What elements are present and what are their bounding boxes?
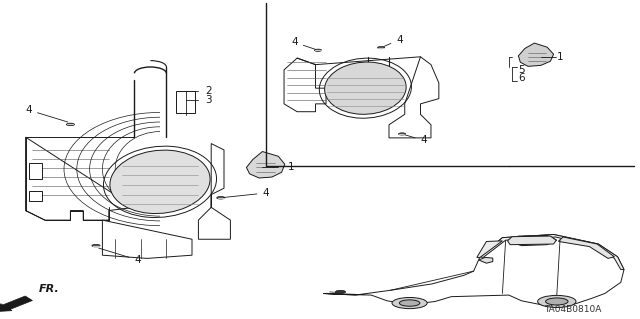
Polygon shape (198, 144, 230, 239)
Ellipse shape (392, 297, 428, 309)
Ellipse shape (324, 62, 406, 114)
Ellipse shape (92, 244, 100, 247)
Polygon shape (29, 163, 42, 179)
Ellipse shape (217, 197, 225, 199)
Text: 1: 1 (288, 162, 294, 173)
Polygon shape (284, 58, 326, 112)
Text: 5: 5 (518, 65, 525, 75)
Polygon shape (508, 236, 556, 245)
Ellipse shape (399, 133, 406, 135)
Polygon shape (479, 257, 493, 263)
Text: 4: 4 (99, 248, 141, 265)
Text: 4: 4 (26, 105, 68, 122)
Text: 6: 6 (518, 73, 525, 83)
Polygon shape (323, 234, 624, 305)
Polygon shape (389, 57, 439, 138)
Polygon shape (480, 234, 624, 270)
Ellipse shape (538, 295, 576, 308)
Ellipse shape (67, 123, 74, 126)
Text: 3: 3 (205, 95, 211, 106)
Polygon shape (246, 152, 285, 178)
Text: 4: 4 (404, 135, 427, 145)
Text: 4: 4 (383, 35, 403, 47)
Polygon shape (29, 191, 42, 201)
Ellipse shape (378, 47, 385, 49)
Polygon shape (102, 220, 192, 258)
Text: 1: 1 (557, 52, 563, 63)
Polygon shape (26, 137, 134, 220)
FancyArrow shape (0, 296, 33, 312)
Text: 4: 4 (291, 37, 316, 49)
Text: FR.: FR. (38, 285, 59, 294)
Text: 4: 4 (223, 188, 269, 198)
Polygon shape (509, 235, 557, 246)
Ellipse shape (545, 298, 568, 305)
Ellipse shape (335, 290, 346, 293)
Ellipse shape (314, 49, 322, 51)
Text: 2: 2 (205, 86, 211, 96)
Ellipse shape (399, 300, 420, 306)
Polygon shape (477, 241, 502, 257)
Ellipse shape (110, 150, 210, 213)
Text: TA04B0810A: TA04B0810A (544, 305, 602, 314)
Polygon shape (518, 43, 554, 66)
Bar (176, 91, 195, 113)
Polygon shape (559, 237, 614, 258)
